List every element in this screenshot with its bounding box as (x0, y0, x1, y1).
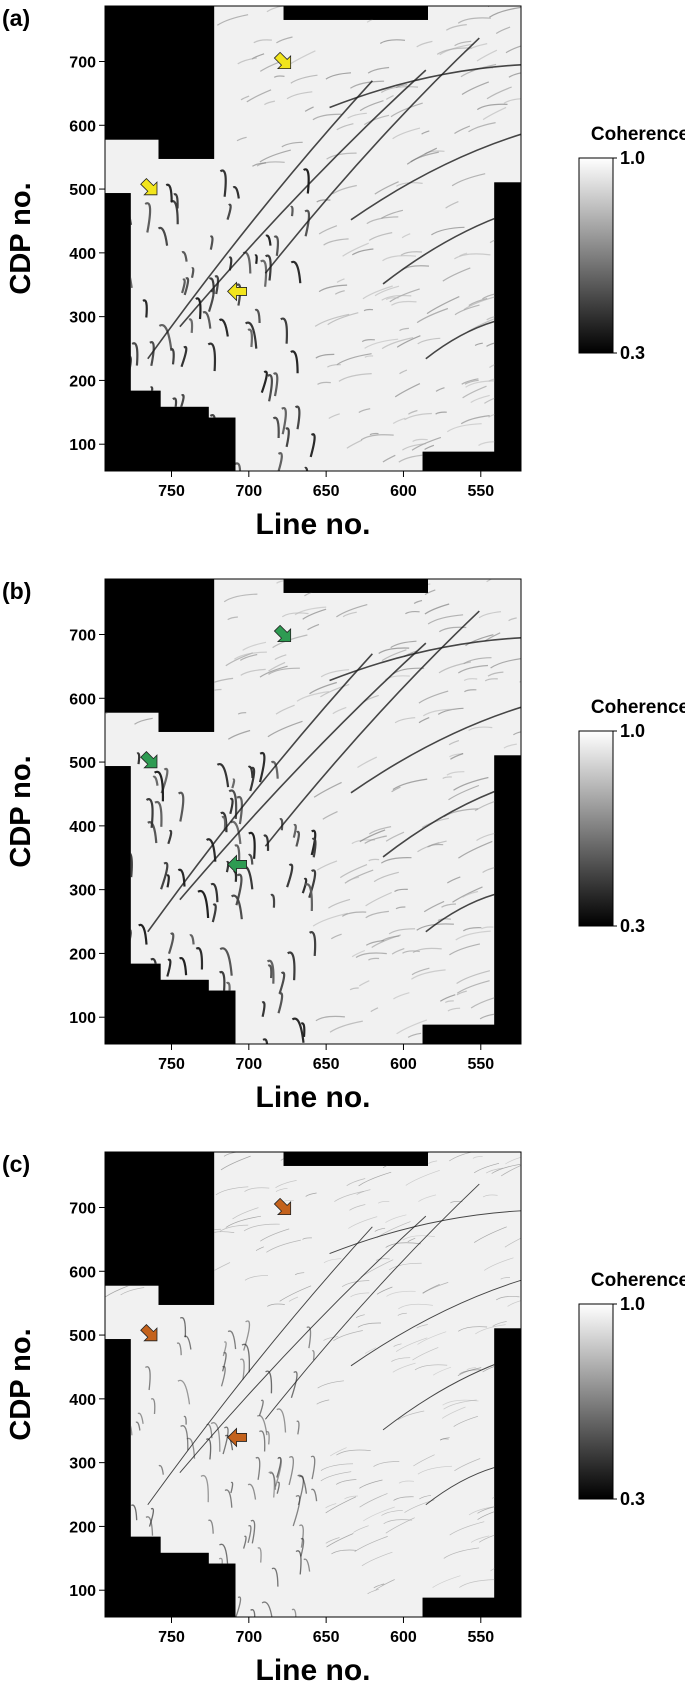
y-tick-label: 400 (69, 246, 96, 263)
y-tick-label: 400 (69, 1392, 96, 1409)
plot-frame (104, 5, 522, 472)
y-tick-label: 600 (69, 118, 96, 135)
panel: (b) 100 200 300 400 500 600 700 750 700 650 600 550 L… (2, 578, 685, 1114)
arrow (140, 750, 158, 769)
y-tick-label: 600 (69, 1264, 96, 1281)
arrow (273, 1197, 292, 1216)
colorbar-tick-label: 1.0 (620, 148, 645, 168)
heatmap (105, 6, 521, 471)
arrow (227, 281, 248, 302)
y-tick-label: 600 (69, 691, 96, 708)
x-tick-label: 550 (467, 1629, 494, 1646)
x-tick-label: 550 (467, 483, 494, 500)
y-axis-label: CDP no. (5, 755, 37, 867)
colorbar-label: Coherence (591, 1270, 685, 1291)
heatmap (105, 579, 521, 1044)
colorbar (578, 730, 614, 927)
colorbar-tick-label: 1.0 (620, 721, 645, 741)
colorbar (578, 1303, 614, 1500)
panel: (a) 100 200 300 400 500 600 700 750 700 650 600 550 L… (2, 5, 685, 541)
y-tick-label: 700 (69, 627, 96, 644)
x-tick-label: 650 (313, 483, 340, 500)
y-tick-label: 700 (69, 54, 96, 71)
y-tick-label: 500 (69, 755, 96, 772)
heatmap (105, 1152, 521, 1617)
y-tick-label: 700 (69, 1200, 96, 1217)
x-tick-label: 700 (235, 1629, 262, 1646)
y-tick-label: 300 (69, 1456, 96, 1473)
y-tick-label: 100 (69, 437, 96, 454)
x-tick-label: 750 (158, 1629, 185, 1646)
x-tick-label: 600 (390, 1629, 417, 1646)
arrow (227, 1427, 248, 1448)
y-axis-label: CDP no. (5, 182, 37, 294)
panel-label: (a) (2, 5, 30, 31)
panel-label: (b) (2, 578, 31, 604)
y-axis-label: CDP no. (5, 1328, 37, 1440)
colorbar-tick-label: 0.3 (620, 1489, 645, 1509)
colorbar-label: Coherence (591, 124, 685, 145)
panel: (c) 100 200 300 400 500 600 700 750 700 650 600 550 L… (2, 1151, 685, 1686)
panel-label: (c) (2, 1151, 30, 1177)
plot-frame (104, 578, 522, 1045)
y-tick-label: 300 (69, 883, 96, 900)
y-tick-label: 200 (69, 373, 96, 390)
y-tick-label: 200 (69, 1519, 96, 1536)
x-tick-label: 650 (313, 1629, 340, 1646)
arrow (273, 624, 292, 643)
colorbar-tick-label: 0.3 (620, 916, 645, 936)
colorbar-tick-label: 1.0 (620, 1294, 645, 1314)
y-tick-label: 400 (69, 819, 96, 836)
colorbar (578, 157, 614, 354)
x-tick-label: 650 (313, 1056, 340, 1073)
y-tick-label: 200 (69, 946, 96, 963)
x-axis-label: Line no. (256, 508, 371, 541)
x-tick-label: 550 (467, 1056, 494, 1073)
y-tick-label: 100 (69, 1010, 96, 1027)
y-tick-label: 300 (69, 310, 96, 327)
plot-frame (104, 1151, 522, 1618)
x-tick-label: 600 (390, 1056, 417, 1073)
x-tick-label: 700 (235, 483, 262, 500)
y-tick-label: 500 (69, 1328, 96, 1345)
x-tick-label: 750 (158, 483, 185, 500)
arrow (227, 854, 248, 875)
x-axis-label: Line no. (256, 1081, 371, 1114)
y-tick-label: 100 (69, 1583, 96, 1600)
colorbar-label: Coherence (591, 697, 685, 718)
arrow (140, 1323, 158, 1342)
colorbar-tick-label: 0.3 (620, 343, 645, 363)
arrow (140, 177, 158, 196)
x-tick-label: 600 (390, 483, 417, 500)
x-axis-label: Line no. (256, 1654, 371, 1681)
x-tick-label: 700 (235, 1056, 262, 1073)
x-tick-label: 750 (158, 1056, 185, 1073)
arrow (273, 51, 292, 70)
y-tick-label: 500 (69, 182, 96, 199)
